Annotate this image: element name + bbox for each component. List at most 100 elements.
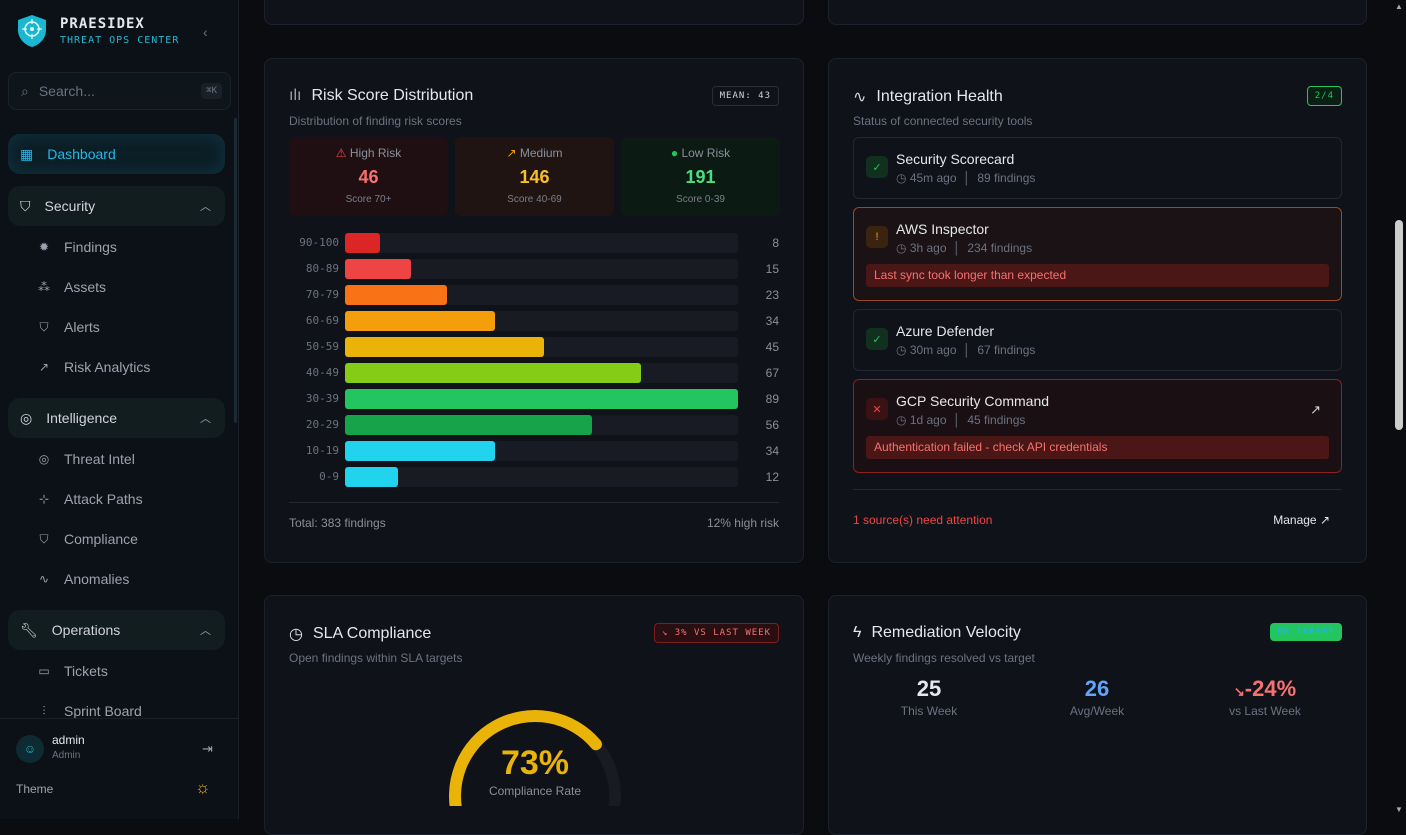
integration-item[interactable]: ✓ Azure Defender ◷ 30m ago │ 67 findings — [853, 309, 1342, 371]
x-circle-icon: ✕ — [866, 398, 888, 420]
nav-sprint-board[interactable]: ⫶ Sprint Board — [36, 703, 141, 719]
integration-count-badge: 2/4 — [1306, 86, 1342, 106]
stat-value: 25 — [916, 676, 942, 701]
sla-title: ◷ SLA Compliance — [289, 624, 431, 644]
user-avatar-icon[interactable]: ☺ — [16, 735, 44, 763]
check-circle-icon: ✓ — [866, 156, 888, 178]
activity-icon: ∿ — [853, 89, 867, 106]
nav-label: Dashboard — [47, 146, 116, 162]
divider — [853, 489, 1342, 490]
sla-compliance-card: ◷ SLA Compliance Open findings within SLA… — [264, 595, 804, 835]
stat-label: Low Risk — [681, 146, 731, 160]
nav-tickets[interactable]: ▭ Tickets — [36, 663, 108, 679]
nav-label: Risk Analytics — [64, 359, 151, 375]
alert-circle-icon: ! — [866, 226, 888, 248]
nav-security[interactable]: ⛉ Security ︿ — [8, 186, 225, 226]
bar-label: 90-100 — [299, 236, 339, 249]
search-shortcut: ⌘K — [201, 83, 222, 99]
sla-value-label: Compliance Rate — [488, 784, 582, 798]
nav-intelligence[interactable]: ◎ Intelligence ︿ — [8, 398, 225, 438]
bar — [345, 363, 641, 383]
radar-icon: ◎ — [38, 452, 50, 466]
nav-anomalies[interactable]: ∿ Anomalies — [36, 571, 129, 587]
chevron-up-icon: ︿ — [200, 413, 211, 425]
manage-label: Manage — [1273, 513, 1317, 527]
change-stat: ↘-24% vs Last Week — [1205, 676, 1325, 718]
scrollbar-thumb[interactable] — [1395, 220, 1403, 430]
external-link-icon[interactable]: ↗ — [1310, 402, 1321, 417]
on-target-badge: ON TARGET — [1270, 623, 1342, 641]
nav-label: Assets — [64, 279, 107, 295]
card-top-left — [264, 0, 804, 25]
nav-compliance[interactable]: ⛉ Compliance — [36, 531, 137, 547]
sidebar-scrollbar[interactable] — [234, 118, 237, 423]
user-panel: ☺ admin Admin ⇥ Theme ☼ — [0, 718, 238, 819]
sync-time: 30m ago — [909, 343, 957, 357]
nav-risk-analytics[interactable]: ↗ Risk Analytics — [36, 359, 150, 375]
nav-alerts[interactable]: ⛉ Alerts — [36, 319, 99, 335]
integration-item[interactable]: ! AWS Inspector ◷ 3h ago │ 234 findings Las… — [853, 207, 1342, 301]
attention-text: 1 source(s) need attention — [853, 513, 993, 527]
nav-threat-intel[interactable]: ◎ Threat Intel — [36, 451, 135, 467]
bar-value: 12 — [765, 470, 779, 484]
integration-name: Azure Defender — [896, 323, 995, 339]
clock-icon: ◷ — [289, 626, 303, 643]
integration-name: Security Scorecard — [896, 151, 1015, 167]
bar-label: 40-49 — [305, 366, 339, 379]
page-scrollbar[interactable]: ▲ ▼ — [1392, 0, 1406, 819]
scroll-down-icon[interactable]: ▼ — [1395, 805, 1403, 814]
bar — [345, 337, 544, 357]
nav-label: Intelligence — [46, 410, 118, 426]
avg-week-stat: 26 Avg/Week — [1037, 676, 1157, 718]
bar — [345, 311, 496, 331]
bar-row: 40-49 67 — [289, 363, 779, 383]
search-input[interactable]: ⌕ Search... ⌘K — [8, 72, 231, 110]
stat-label: Medium — [519, 146, 563, 160]
bar-track — [345, 233, 738, 253]
nav-dashboard[interactable]: ▦ Dashboard — [8, 134, 225, 174]
nav-findings[interactable]: ✹ Findings — [36, 239, 117, 255]
stat-range: Score 0-39 — [676, 194, 725, 205]
trending-up-icon: ↗ — [506, 146, 517, 160]
integration-subtitle: Status of connected security tools — [853, 114, 1033, 128]
bar-label: 20-29 — [305, 418, 339, 431]
bar-value: 34 — [765, 444, 779, 458]
bar-row: 80-89 15 — [289, 259, 779, 279]
velocity-subtitle: Weekly findings resolved vs target — [853, 651, 1035, 665]
bar-track — [345, 363, 738, 383]
title-text: Risk Score Distribution — [311, 87, 474, 104]
bar-track — [345, 467, 738, 487]
nav-assets[interactable]: ⁂ Assets — [36, 279, 106, 295]
bar-row: 90-100 8 — [289, 233, 779, 253]
shield-icon: ⛉ — [39, 531, 49, 546]
stat-range: Score 70+ — [345, 194, 392, 205]
collapse-sidebar-icon[interactable]: ‹ — [203, 24, 208, 40]
sla-value: 73% — [500, 744, 570, 782]
integration-item[interactable]: ✕ GCP Security Command ◷ 1d ago │ 45 findi… — [853, 379, 1342, 473]
integration-health-card: ∿ Integration Health Status of connected … — [828, 58, 1367, 563]
integration-item[interactable]: ✓ Security Scorecard ◷ 45m ago │ 89 findin… — [853, 137, 1342, 199]
integration-name: AWS Inspector — [896, 221, 989, 237]
kanban-icon: ⫶ — [42, 703, 46, 718]
this-week-stat: 25 This Week — [869, 676, 989, 718]
findings-count: 89 findings — [977, 171, 1036, 185]
nav-label: Anomalies — [64, 571, 130, 587]
stat-label: Avg/Week — [1069, 704, 1125, 718]
chevron-up-icon: ︿ — [200, 201, 211, 213]
logout-icon[interactable]: ⇥ — [202, 741, 213, 756]
stat-value: 146 — [519, 167, 550, 187]
bar-value: 89 — [765, 392, 779, 406]
bar-label: 70-79 — [305, 288, 339, 301]
manage-button[interactable]: Manage ↗ — [1273, 513, 1330, 527]
check-circle-icon: ✓ — [866, 328, 888, 350]
dot-icon: ● — [670, 146, 679, 160]
gauge-fill — [449, 710, 602, 806]
bar-label: 50-59 — [305, 340, 339, 353]
bar-track — [345, 259, 738, 279]
scroll-up-icon[interactable]: ▲ — [1395, 2, 1403, 11]
nav-operations[interactable]: 🔧︎ Operations ︿ — [8, 610, 225, 650]
sync-time: 45m ago — [909, 171, 957, 185]
sun-icon[interactable]: ☼ — [195, 778, 211, 797]
stat-range: Score 40-69 — [507, 194, 562, 205]
nav-attack-paths[interactable]: ⊹ Attack Paths — [36, 491, 143, 507]
